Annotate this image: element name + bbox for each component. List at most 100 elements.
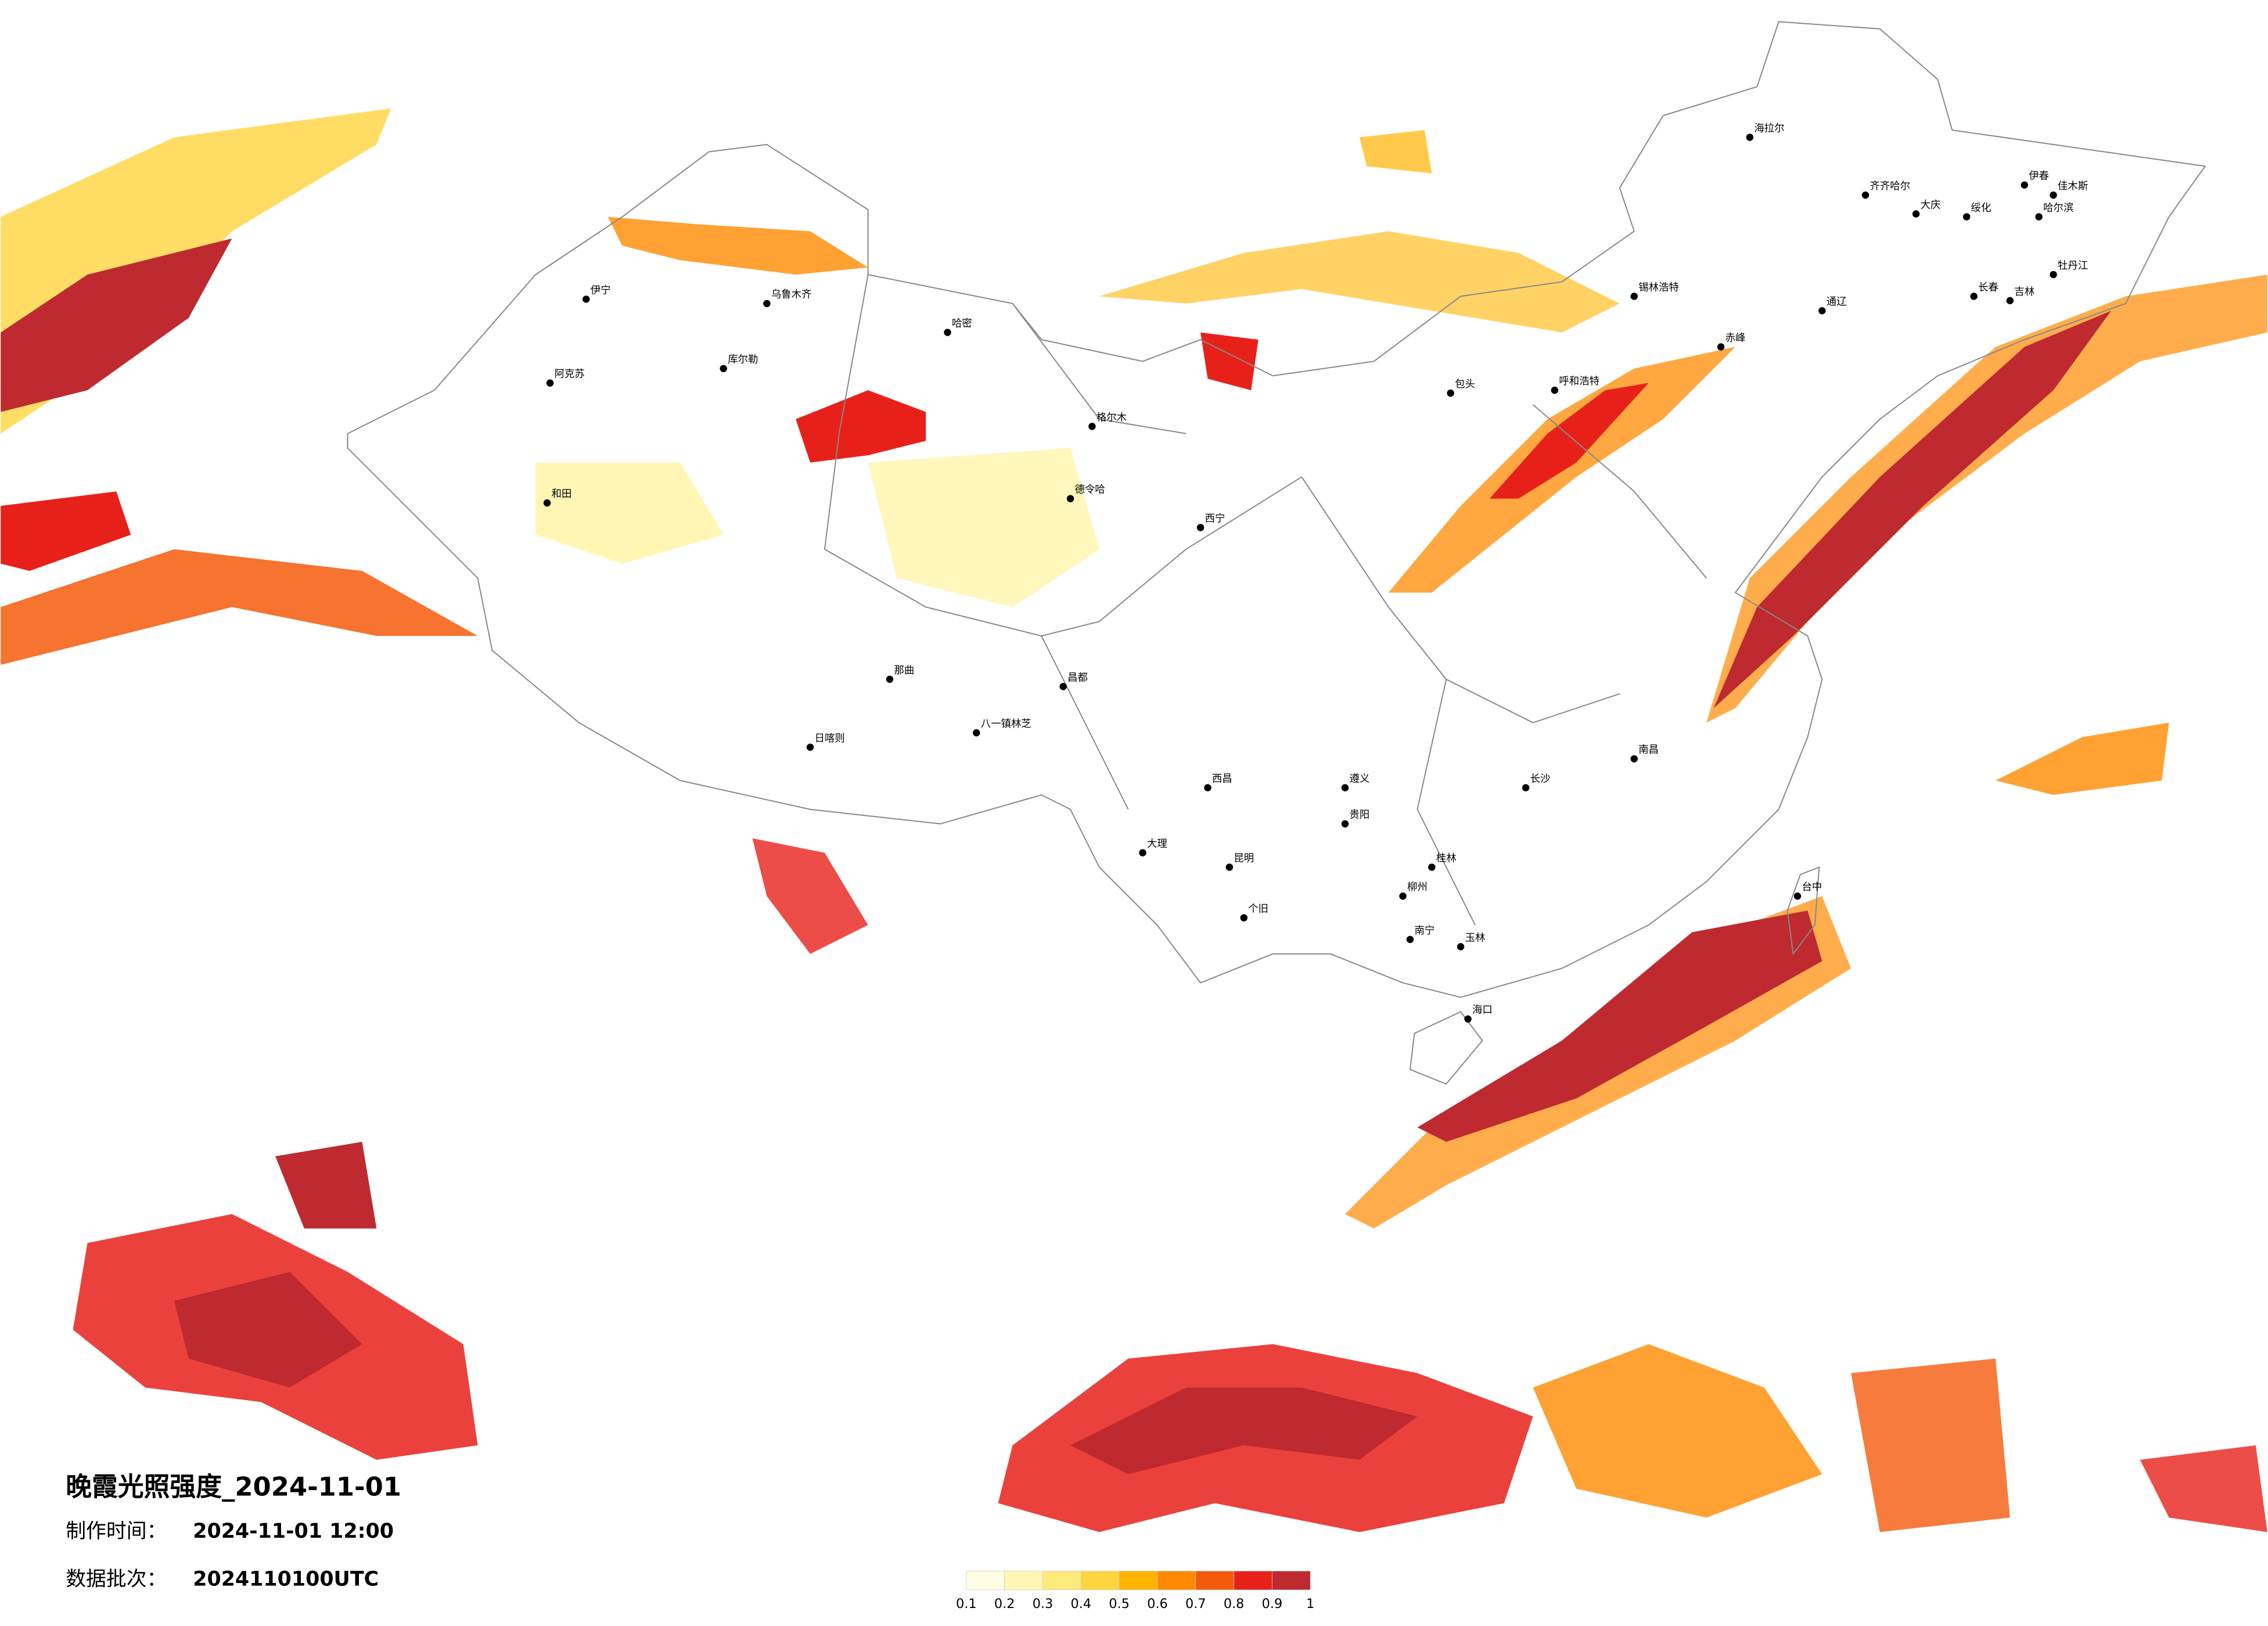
city-label: 八一镇林芝 <box>981 718 1031 730</box>
city-label: 通辽 <box>1827 296 1847 308</box>
city-label: 伊宁 <box>591 285 611 296</box>
cloud-area <box>1 491 131 571</box>
city-dot <box>1088 423 1096 430</box>
city-label: 南宁 <box>1414 925 1435 937</box>
cloud-area <box>1713 311 2111 708</box>
city-label: 阿克苏 <box>554 369 584 380</box>
cloud-area <box>1489 383 1649 499</box>
legend-tick-label: 0.3 <box>1033 1596 1054 1611</box>
legend-tick-label: 0.2 <box>994 1596 1015 1611</box>
city-dot <box>1963 213 1971 221</box>
city-dot <box>972 729 980 737</box>
city-label: 哈尔滨 <box>2043 202 2073 214</box>
city-label: 个旧 <box>1248 904 1268 915</box>
city-dot <box>1059 683 1067 690</box>
legend-tick-label: 0.4 <box>1070 1596 1091 1611</box>
intensity-field <box>1 108 2267 1533</box>
city-dot <box>1717 343 1725 351</box>
cloud-area <box>1359 130 1432 174</box>
city-dot <box>1066 495 1074 502</box>
city-dot <box>1630 293 1638 300</box>
city-label: 长沙 <box>1530 774 1550 785</box>
city-dot <box>546 379 554 387</box>
city-dot <box>944 329 951 336</box>
cloud-area <box>1533 1344 1823 1518</box>
city-label: 赤峰 <box>1725 332 1745 344</box>
city-label: 格尔木 <box>1097 412 1127 423</box>
legend-tick-label: 0.9 <box>1262 1596 1283 1611</box>
legend-swatch <box>1119 1571 1158 1591</box>
cloud-area <box>275 1142 377 1229</box>
city-dot <box>1522 784 1530 792</box>
city-dot <box>1341 784 1349 792</box>
cloud-area <box>1995 722 2169 795</box>
legend-swatch <box>1004 1571 1043 1591</box>
cloud-area <box>174 1272 362 1388</box>
city-label: 西宁 <box>1205 513 1225 525</box>
map-title: 晚霞光照强度_2024-11-01 <box>66 1472 401 1502</box>
city-dot <box>1457 943 1465 951</box>
legend-tick-label: 0.1 <box>956 1596 977 1611</box>
city-dot <box>582 295 590 303</box>
city-label: 包头 <box>1455 379 1475 390</box>
made-time: 2024-11-01 12:00 <box>193 1520 394 1543</box>
city-label: 大理 <box>1147 839 1167 850</box>
city-dot <box>543 499 551 507</box>
city-dot <box>1818 307 1826 315</box>
legend-tick-label: 0.6 <box>1147 1596 1168 1611</box>
cloud-area <box>1 549 478 665</box>
cloud-area <box>1417 911 1823 1142</box>
city-dot <box>1225 864 1233 871</box>
city-dot <box>1399 892 1407 900</box>
city-dot <box>886 675 894 683</box>
city-dot <box>1970 293 1978 300</box>
made-label: 制作时间： <box>66 1520 167 1543</box>
city-label: 西昌 <box>1212 774 1232 785</box>
city-label: 遵义 <box>1349 774 1370 785</box>
legend-swatch <box>1271 1571 1311 1591</box>
taiwan <box>1787 866 1820 956</box>
city-dot <box>2035 213 2043 221</box>
city-dot <box>1746 134 1753 141</box>
cloud-area <box>608 217 868 275</box>
city-dot <box>2050 191 2057 199</box>
city-label: 佳木斯 <box>2058 181 2088 192</box>
city-label: 那曲 <box>894 665 914 677</box>
city-label: 锡林浩特 <box>1638 282 1679 293</box>
city-label: 和田 <box>551 488 572 500</box>
city-label: 大庆 <box>1920 199 1940 211</box>
city-dot <box>806 743 814 751</box>
city-label: 桂林 <box>1436 852 1457 864</box>
legend-swatch <box>1234 1571 1273 1591</box>
city-label: 海口 <box>1472 1005 1493 1016</box>
legend-swatch <box>1157 1571 1196 1591</box>
city-label: 台中 <box>1802 882 1822 893</box>
cloud-area <box>1070 1387 1418 1474</box>
legend-swatch <box>1195 1571 1234 1591</box>
city-label: 哈密 <box>952 318 972 330</box>
city-dot <box>2021 181 2028 189</box>
cloud-area <box>1200 332 1259 390</box>
cloud-area <box>1099 231 1620 333</box>
hainan <box>1409 1010 1483 1085</box>
country-border <box>347 21 2206 998</box>
city-label: 德令哈 <box>1074 484 1105 496</box>
city-dot <box>2006 297 2014 304</box>
city-dot <box>1912 210 1920 218</box>
cloud-area <box>2140 1445 2267 1533</box>
city-dot <box>1139 849 1146 857</box>
province-border <box>824 274 1707 926</box>
city-label: 玉林 <box>1465 932 1485 944</box>
cloud-area <box>752 838 868 954</box>
legend-tick-label: 0.7 <box>1185 1596 1206 1611</box>
city-label: 齐齐哈尔 <box>1870 181 1910 192</box>
city-label: 日喀则 <box>814 733 844 744</box>
city-label: 昆明 <box>1234 852 1254 864</box>
city-dot <box>1793 892 1802 900</box>
city-dot <box>1204 784 1212 792</box>
cloud-area <box>1 238 232 412</box>
batch-value: 2024110100UTC <box>193 1567 379 1591</box>
legend-tick-label: 0.5 <box>1109 1596 1130 1611</box>
